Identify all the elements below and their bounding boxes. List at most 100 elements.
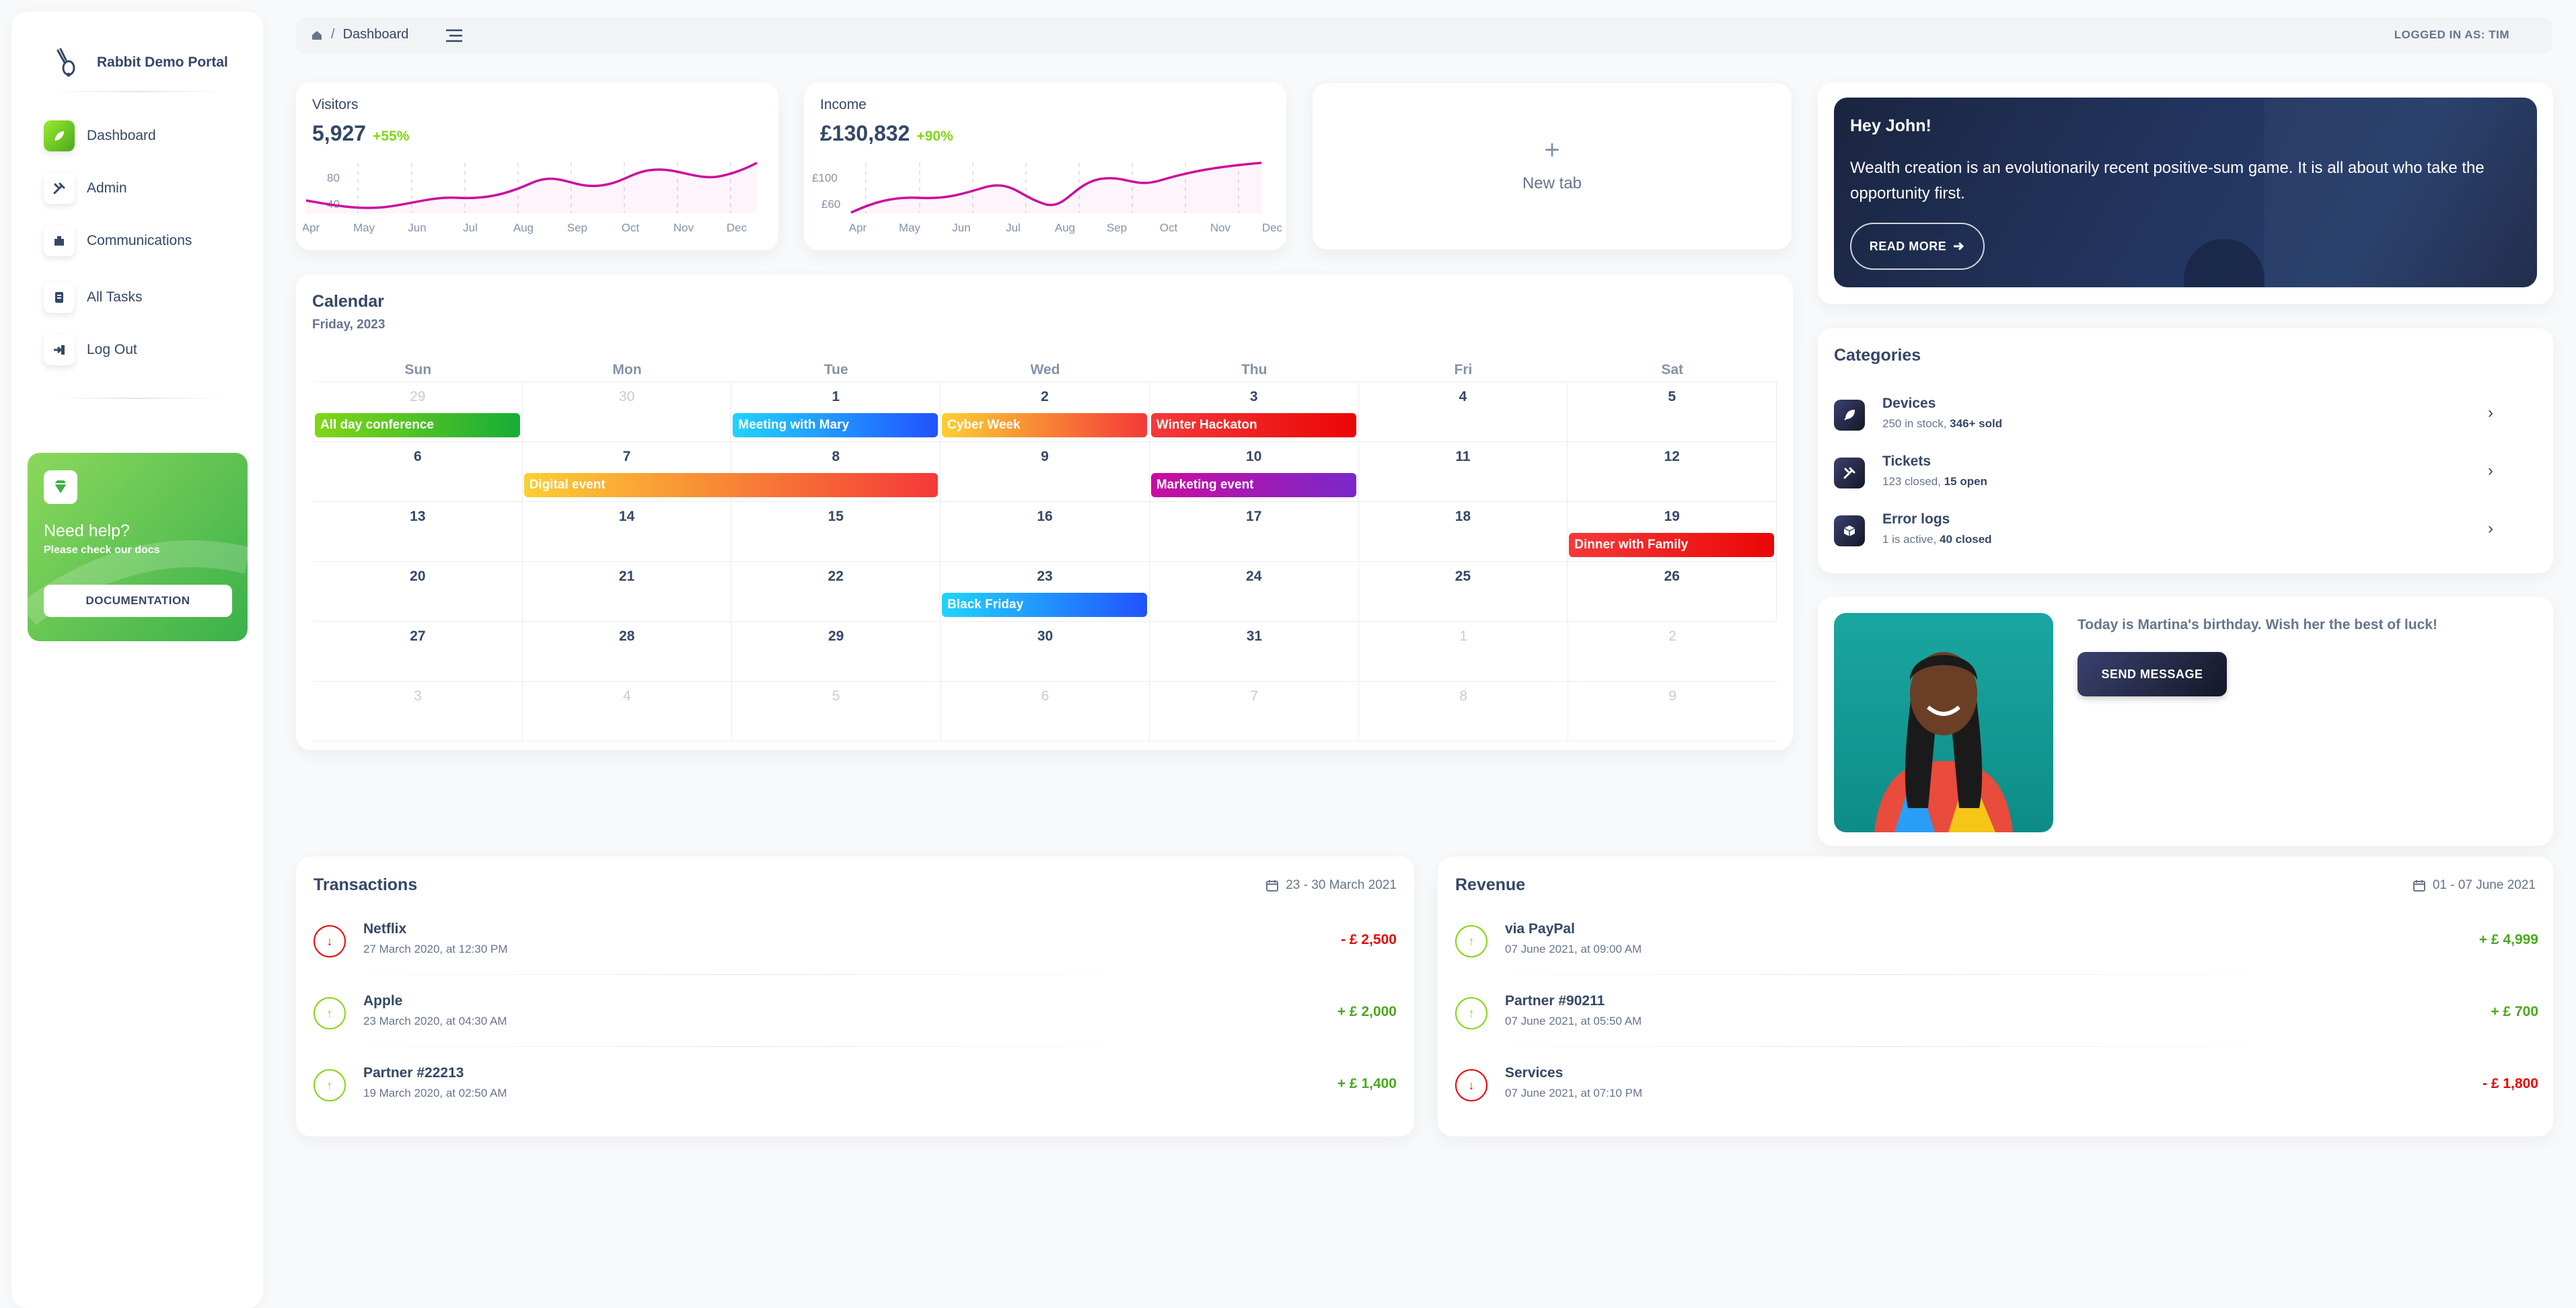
calendar-subtitle: Friday, 2023	[312, 318, 385, 332]
transaction-row[interactable]: ↑ Apple 23 March 2020, at 04:30 AM + £ 2,00…	[314, 993, 1397, 1033]
calendar-day[interactable]: 7	[523, 442, 732, 501]
calendar-day[interactable]: 27	[314, 622, 523, 681]
send-message-button[interactable]: SEND MESSAGE	[2077, 652, 2227, 696]
x-tick: Sep	[567, 221, 587, 234]
transaction-name: via PayPal	[1505, 921, 1575, 937]
calendar-day[interactable]: 16	[941, 502, 1150, 561]
calendar-day[interactable]: 7	[1150, 682, 1360, 741]
calendar-day[interactable]: 5	[732, 682, 941, 741]
calendar-day[interactable]: 12	[1568, 442, 1777, 501]
menu-toggle-icon[interactable]	[444, 27, 464, 44]
calendar-day[interactable]: 13	[314, 502, 523, 561]
y-tick: £60	[821, 198, 840, 211]
calendar-day[interactable]: 1	[731, 382, 941, 441]
calendar-day[interactable]: 25	[1359, 562, 1568, 621]
calendar-day[interactable]: 19	[1568, 502, 1777, 561]
calendar-card: Calendar Friday, 2023 Sun Mon Tue Wed Th…	[296, 275, 1793, 750]
calendar-day[interactable]: 28	[523, 622, 732, 681]
calendar-day[interactable]: 29	[314, 382, 523, 441]
chevron-right-icon[interactable]: ›	[2488, 519, 2493, 538]
sidebar-item-dashboard[interactable]: Dashboard	[44, 120, 156, 151]
divider	[314, 974, 1161, 975]
calendar-day[interactable]: 9	[1668, 688, 1677, 704]
transactions-range: 23 - 30 March 2021	[1265, 878, 1397, 893]
calendar-day[interactable]: 8	[731, 442, 941, 501]
category-row[interactable]: Devices 250 in stock, 346+ sold ›	[1834, 396, 2513, 436]
calendar-event[interactable]: Meeting with Mary	[733, 413, 939, 437]
calendar-day[interactable]: 10	[1150, 442, 1359, 501]
sidebar-item-all-tasks[interactable]: All Tasks	[44, 282, 142, 313]
calendar-day[interactable]: 20	[314, 562, 523, 621]
calendar-event[interactable]: Winter Hackaton	[1150, 413, 1356, 437]
categories-title: Categories	[1834, 346, 1921, 365]
transaction-date: 07 June 2021, at 09:00 AM	[1505, 943, 1642, 955]
calendar-event[interactable]: Black Friday	[942, 593, 1147, 617]
topbar: / Dashboard LOGGED IN AS: TIM	[296, 17, 2552, 54]
breadcrumb-separator: /	[331, 27, 335, 42]
breadcrumb: / Dashboard	[311, 27, 408, 42]
calendar-day[interactable]: 29	[732, 622, 941, 681]
calendar-event[interactable]: All day conference	[315, 413, 520, 437]
calendar-day[interactable]: 18	[1359, 502, 1568, 561]
box-icon	[1834, 515, 1865, 546]
calendar-day[interactable]: 31	[1150, 622, 1360, 681]
calendar-day[interactable]: 15	[731, 502, 941, 561]
divider	[314, 1046, 1161, 1047]
document-icon	[44, 282, 75, 313]
sidebar-item-communications[interactable]: Communications	[44, 225, 192, 256]
calendar-day[interactable]: 9	[941, 442, 1150, 501]
calendar-day[interactable]: 2	[941, 382, 1150, 441]
new-tab-card[interactable]: + New tab	[1312, 82, 1792, 250]
day-header: Mon	[612, 362, 642, 377]
calendar-day[interactable]: 5	[1568, 382, 1777, 441]
calendar-event[interactable]: Dinner with Family	[1569, 533, 1774, 557]
calendar-day[interactable]: 30	[523, 382, 732, 441]
calendar-day[interactable]: 6	[314, 442, 523, 501]
calendar-day[interactable]: 30	[941, 622, 1150, 681]
income-label: Income	[820, 97, 867, 112]
brand[interactable]: Rabbit Demo Portal	[48, 45, 228, 80]
category-row[interactable]: Tickets 123 closed, 15 open ›	[1834, 453, 2513, 494]
calendar-day[interactable]: 8	[1359, 682, 1569, 741]
read-more-button[interactable]: READ MORE	[1850, 223, 1985, 270]
calendar-day[interactable]: 4	[523, 682, 732, 741]
calendar-day[interactable]: 2	[1668, 628, 1677, 644]
transaction-row[interactable]: ↑ Partner #22213 19 March 2020, at 02:50 A…	[314, 1065, 1397, 1105]
calendar-day[interactable]: 4	[1359, 382, 1568, 441]
logged-in-label: LOGGED IN AS: TIM	[2394, 28, 2509, 41]
home-icon[interactable]	[311, 29, 323, 41]
transaction-row[interactable]: ↑ via PayPal 07 June 2021, at 09:00 AM + £ …	[1455, 921, 2538, 961]
calendar-day[interactable]: 11	[1359, 442, 1568, 501]
calendar-day[interactable]: 3	[1150, 382, 1359, 441]
calendar-day[interactable]: 23	[941, 562, 1150, 621]
transaction-row[interactable]: ↑ Partner #90211 07 June 2021, at 05:50 AM…	[1455, 993, 2538, 1033]
help-card: Need help? Please check our docs DOCUMEN…	[28, 453, 248, 641]
calendar-event[interactable]: Cyber Week	[942, 413, 1147, 437]
x-tick: Apr	[303, 221, 320, 234]
calendar-day[interactable]: 22	[731, 562, 941, 621]
calendar-day[interactable]: 24	[1150, 562, 1359, 621]
calendar-day[interactable]: 1	[1359, 622, 1569, 681]
documentation-button[interactable]: DOCUMENTATION	[44, 585, 232, 617]
sidebar-item-admin[interactable]: Admin	[44, 173, 127, 204]
calendar-event[interactable]: Marketing event	[1150, 473, 1356, 497]
x-tick: Nov	[673, 221, 694, 234]
arrow-up-icon: ↑	[314, 997, 346, 1029]
category-row[interactable]: Error logs 1 is active, 40 closed ›	[1834, 511, 2513, 552]
chevron-right-icon[interactable]: ›	[2488, 462, 2493, 480]
transaction-row[interactable]: ↓ Services 07 June 2021, at 07:10 PM - £ 1,…	[1455, 1065, 2538, 1105]
x-tick: May	[353, 221, 375, 234]
calendar-day[interactable]: 6	[941, 682, 1150, 741]
calendar-day[interactable]: 26	[1568, 562, 1777, 621]
sidebar-item-log-out[interactable]: Log Out	[44, 334, 137, 365]
calendar-day[interactable]: 14	[523, 502, 732, 561]
calendar-day[interactable]: 21	[523, 562, 732, 621]
help-title: Need help?	[44, 521, 130, 540]
x-tick: Jun	[408, 221, 426, 234]
income-value: £130,832 +90%	[820, 121, 953, 146]
chevron-right-icon[interactable]: ›	[2488, 404, 2493, 422]
transaction-row[interactable]: ↓ Netflix 27 March 2020, at 12:30 PM - £ 2,…	[314, 921, 1397, 961]
calendar-day[interactable]: 3	[314, 682, 523, 741]
calendar-event[interactable]: Digital event	[523, 473, 939, 497]
calendar-day[interactable]: 17	[1150, 502, 1359, 561]
